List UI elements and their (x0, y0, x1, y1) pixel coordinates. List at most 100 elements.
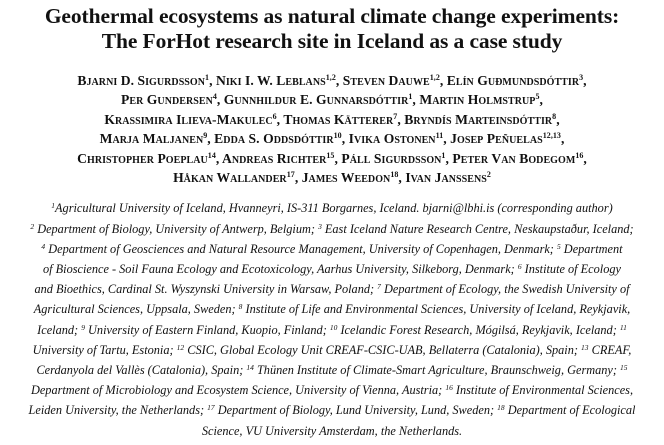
text-segment: Department of Biology, Lund University, … (214, 403, 498, 418)
affiliation-marker: 4 (41, 241, 46, 251)
text-segment: , James Weedon (294, 170, 391, 186)
affiliation-line: Department of Microbiology and Ecosystem… (10, 380, 654, 400)
text-segment: , (583, 150, 587, 166)
text-segment: Krassimira Ilieva-Makulec (104, 111, 273, 127)
text-segment: , Páll Sigurdsson (334, 150, 442, 166)
text-segment: Department (560, 241, 623, 256)
text-segment: , Ivika Ostonen (341, 131, 436, 147)
text-segment: Leiden University, the Netherlands; (28, 403, 208, 418)
title-line-2: The ForHot research site in Iceland as a… (101, 29, 563, 53)
text-segment: CSIC, Global Ecology Unit CREAF-CSIC-UAB… (184, 342, 582, 357)
affiliation-marker: 12,13 (542, 131, 561, 141)
affiliation-marker: 17 (207, 403, 215, 413)
text-segment: , Niki I. W. Leblans (209, 73, 326, 88)
affiliation-line: and Bioethics, Cardinal St. Wyszynski Un… (10, 279, 654, 299)
affiliation-marker: 2 (30, 221, 35, 231)
text-segment: , Martin Holmstrup (412, 92, 536, 108)
affiliation-marker: 16 (445, 383, 453, 393)
affiliation-marker: 9 (203, 131, 208, 141)
affiliation-marker: 1 (205, 73, 210, 82)
affiliation-line: Iceland; 9 University of Eastern Finland… (10, 320, 654, 340)
affiliation-list: 1Agricultural University of Iceland, Hva… (10, 198, 654, 440)
text-segment: , Thomas Kätterer (276, 111, 394, 127)
affiliation-marker: 9 (81, 322, 85, 332)
affiliation-marker: 6 (517, 262, 522, 272)
affiliation-marker: 1,2 (429, 73, 440, 82)
text-segment: Institute of Ecology (521, 262, 621, 277)
text-segment: Agricultural University of Iceland, Hvan… (55, 201, 613, 216)
text-segment: Thünen Institute of Climate-Smart Agricu… (253, 363, 621, 378)
paper-title: Geothermal ecosystems as natural climate… (10, 4, 654, 54)
affiliation-marker: 17 (286, 170, 295, 180)
text-segment: Department of Ecological (504, 403, 636, 418)
text-segment: CREAF, (588, 342, 632, 357)
author-line: Marja Maljanen9, Edda S. Oddsdóttir10, I… (10, 129, 654, 148)
affiliation-marker: 18 (390, 170, 399, 180)
affiliation-marker: 16 (575, 150, 584, 160)
text-segment: Institute of Environmental Sciences, (452, 383, 634, 398)
text-segment: Bjarni D. Sigurdsson (77, 73, 206, 88)
text-segment: Marja Maljanen (99, 131, 204, 147)
affiliation-line: 1Agricultural University of Iceland, Hva… (10, 198, 654, 218)
text-segment: , Ivan Janssens (398, 170, 487, 186)
author-line: Bjarni D. Sigurdsson1, Niki I. W. Leblan… (10, 71, 654, 90)
text-segment: Cerdanyola del Vallès (Catalonia), Spain… (36, 363, 247, 378)
title-line-1: Geothermal ecosystems as natural climate… (44, 4, 620, 28)
affiliation-marker: 1,2 (325, 73, 336, 82)
author-list: Bjarni D. Sigurdsson1, Niki I. W. Leblan… (10, 71, 654, 187)
affiliation-marker: 14 (207, 150, 216, 160)
affiliation-marker: 7 (377, 282, 381, 292)
text-segment: , Gunnhildur E. Gunnarsdóttir (216, 92, 409, 108)
text-segment: University of Tartu, Estonia; (32, 342, 177, 357)
text-segment: , Bryndís Marteinsdóttir (397, 111, 553, 127)
affiliation-marker: 10 (329, 322, 338, 332)
text-segment: Iceland; (37, 322, 82, 337)
affiliation-marker: 11 (619, 322, 627, 332)
text-segment: Agricultural Sciences, Uppsala, Sweden; (33, 302, 239, 317)
affiliation-marker: 5 (556, 241, 561, 251)
affiliation-line: 4 Department of Geosciences and Natural … (10, 239, 654, 259)
affiliation-marker: 15 (620, 363, 628, 373)
affiliation-marker: 12 (176, 342, 185, 352)
text-segment: of Bioscience - Soil Fauna Ecology and E… (43, 262, 518, 277)
text-segment: Per Gundersen (121, 92, 213, 108)
affiliation-marker: 3 (318, 221, 322, 231)
affiliation-line: of Bioscience - Soil Fauna Ecology and E… (10, 259, 654, 279)
text-segment: Håkan Wallander (173, 170, 287, 186)
text-segment: , Andreas Richter (215, 150, 327, 166)
affiliation-marker: 1 (441, 150, 446, 160)
text-segment: Department of Biology, University of Ant… (34, 221, 319, 236)
text-segment: Department of Microbiology and Ecosystem… (30, 383, 446, 398)
affiliation-marker: 2 (486, 170, 491, 180)
affiliation-marker: 5 (535, 92, 540, 102)
affiliation-marker: 7 (393, 111, 398, 121)
affiliation-line: University of Tartu, Estonia; 12 CSIC, G… (10, 340, 654, 360)
affiliation-marker: 8 (552, 111, 557, 121)
text-segment: , Steven Dauwe (335, 73, 430, 88)
affiliation-marker: 1 (51, 201, 56, 211)
text-segment: , (560, 131, 565, 147)
text-segment: Christopher Poeplau (77, 150, 208, 166)
affiliation-line: 2 Department of Biology, University of A… (10, 219, 654, 239)
text-segment: East Iceland Nature Research Centre, Nes… (321, 221, 634, 236)
text-segment: Science, VU University Amsterdam, the Ne… (201, 423, 463, 438)
affiliation-marker: 10 (333, 131, 342, 141)
text-segment: Icelandic Forest Research, Mógilsá, Reyk… (337, 322, 620, 337)
text-segment: , Edda S. Oddsdóttir (207, 131, 334, 147)
affiliation-marker: 1 (408, 92, 413, 102)
text-segment: Institute of Life and Environmental Scie… (242, 302, 631, 317)
text-segment: , Elín Guðmundsdóttir (439, 73, 580, 88)
affiliation-marker: 3 (579, 73, 584, 82)
author-line: Krassimira Ilieva-Makulec6, Thomas Kätte… (10, 110, 654, 129)
affiliation-line: Science, VU University Amsterdam, the Ne… (10, 421, 654, 441)
text-segment: and Bioethics, Cardinal St. Wyszynski Un… (34, 282, 378, 297)
author-line: Per Gundersen4, Gunnhildur E. Gunnarsdót… (10, 90, 654, 109)
affiliation-marker: 18 (497, 403, 505, 413)
affiliation-marker: 14 (246, 363, 254, 373)
author-line: Håkan Wallander17, James Weedon18, Ivan … (10, 168, 654, 187)
affiliation-line: Leiden University, the Netherlands; 17 D… (10, 400, 654, 420)
affiliation-marker: 6 (272, 111, 277, 121)
affiliation-line: Cerdanyola del Vallès (Catalonia), Spain… (10, 360, 654, 380)
affiliation-line: Agricultural Sciences, Uppsala, Sweden; … (10, 299, 654, 319)
author-line: Christopher Poeplau14, Andreas Richter15… (10, 149, 654, 168)
